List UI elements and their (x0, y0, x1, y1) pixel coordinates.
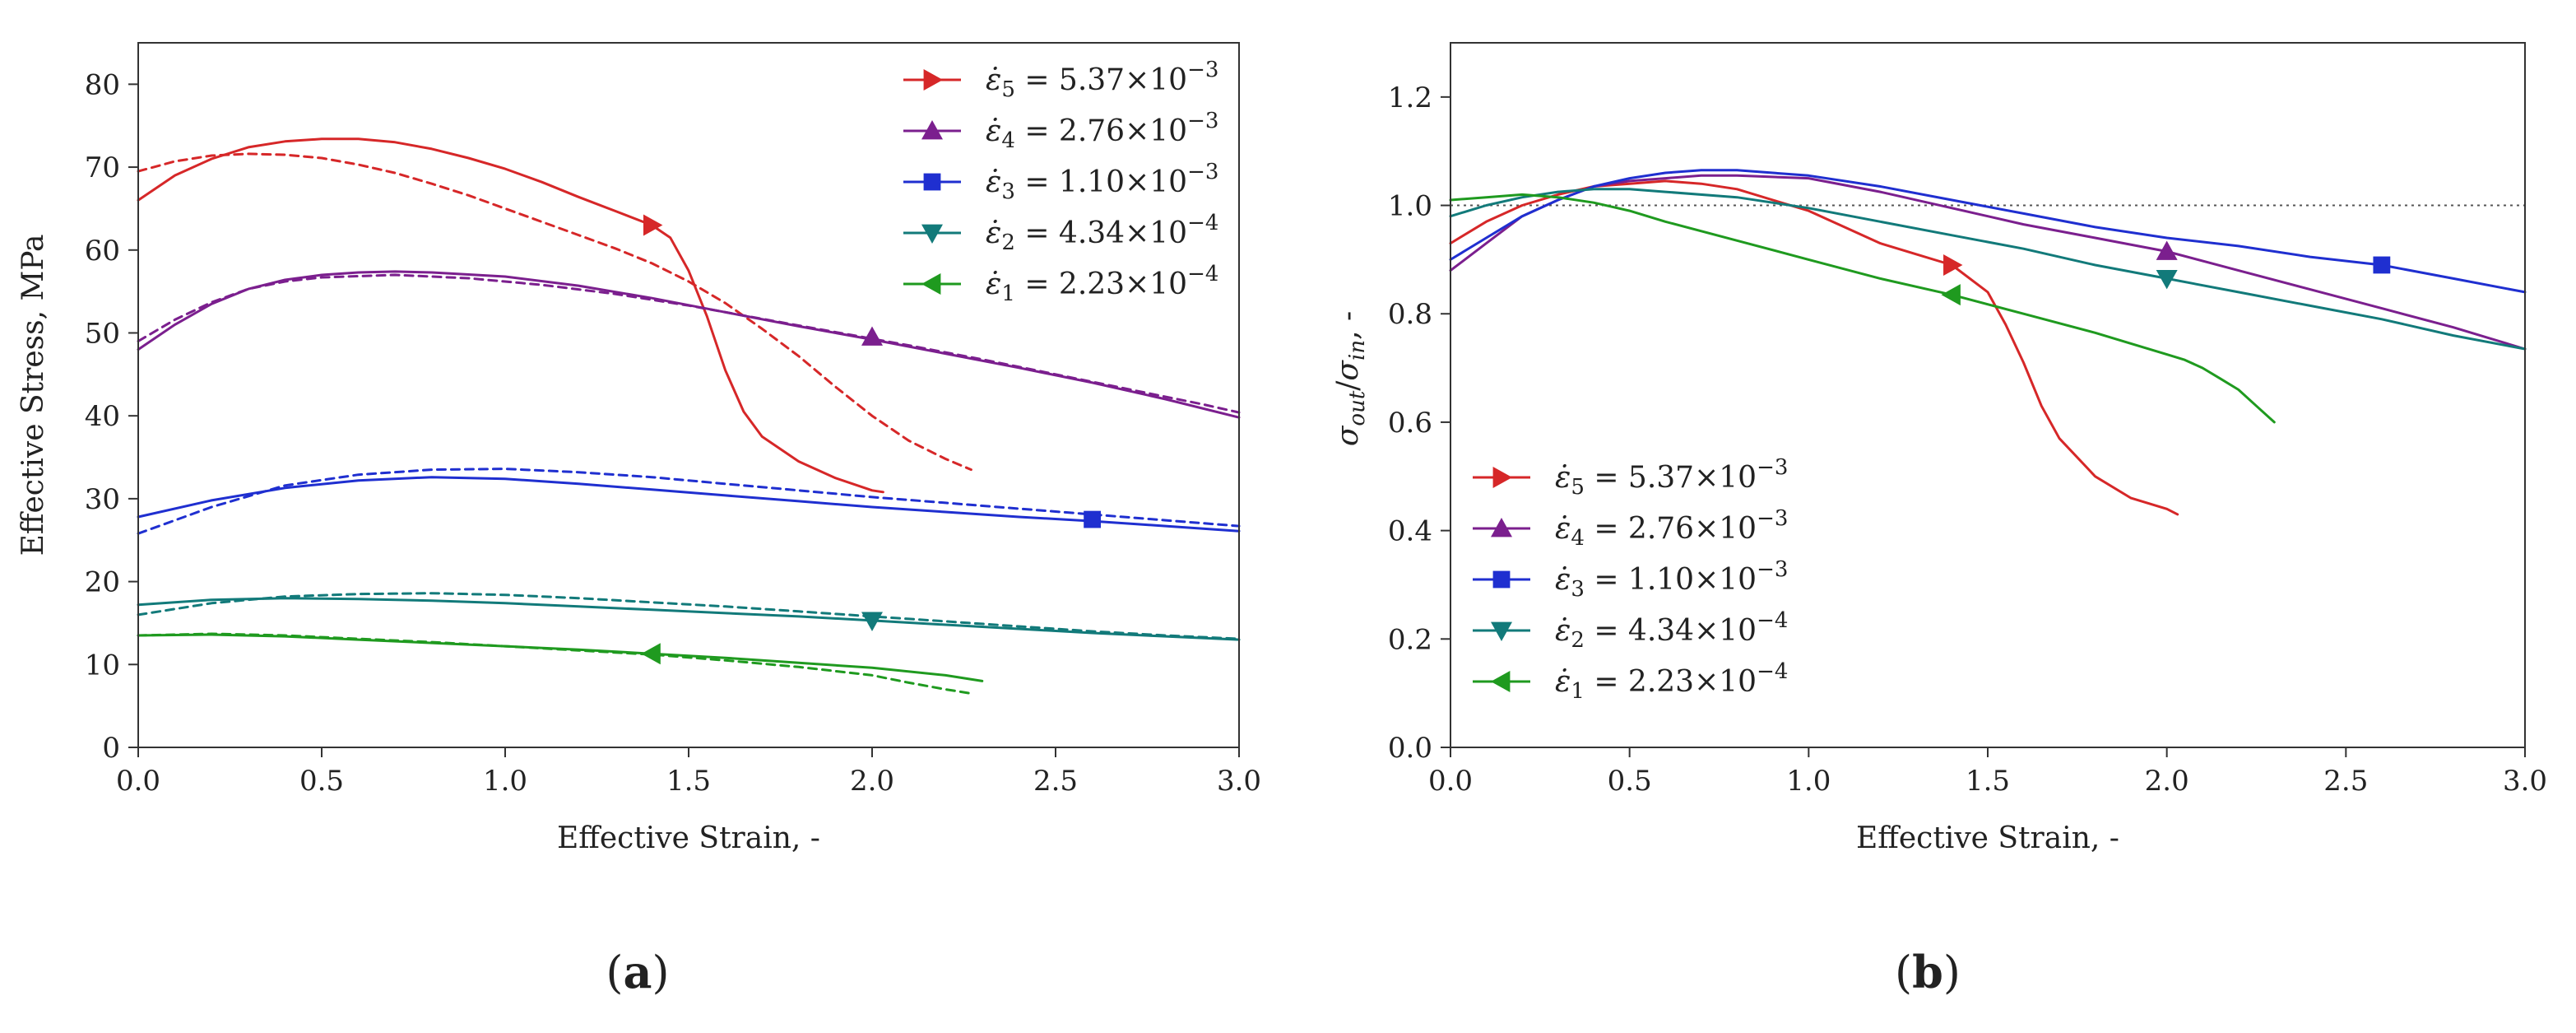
legend-marker-e1 (921, 273, 941, 295)
panel-a-markers (641, 214, 1101, 665)
y-tick-label: 60 (85, 235, 120, 268)
legend-item-e1: ε̇1 = 2.23×10−4 (1473, 659, 1788, 704)
series-line-e1-solid (1449, 193, 2276, 424)
legend-item-e4: ε̇4 = 2.76×10−3 (1473, 506, 1788, 551)
legend-item-e3: ε̇3 = 1.10×10−3 (1473, 557, 1788, 602)
series-line-e4-dashed (137, 273, 1241, 414)
series-marker-e2 (861, 612, 883, 631)
y-tick-label: 1.0 (1388, 190, 1432, 223)
panel-a-series (137, 137, 1241, 695)
y-tick-label: 70 (85, 151, 120, 184)
legend-label-e5: ε̇5 = 5.37×10−3 (1555, 455, 1788, 500)
legend-marker-e1 (1491, 671, 1511, 692)
legend-label-e1: ε̇1 = 2.23×10−4 (986, 262, 1218, 306)
y-tick-label: 1.2 (1388, 81, 1432, 114)
x-tick-label: 1.0 (1786, 765, 1831, 798)
legend-marker-e3 (923, 173, 941, 191)
x-tick-label: 3.0 (2503, 765, 2547, 798)
series-marker-e5 (643, 214, 663, 236)
legend-marker-e5 (923, 69, 943, 91)
y-tick-label: 40 (85, 400, 120, 433)
x-tick-label: 2.0 (850, 765, 894, 798)
x-tick-label: 0.0 (116, 765, 160, 798)
panel-a-y-axis-label: Effective Stress, MPa (16, 235, 50, 556)
panel-a-x-axis-label: Effective Strain, - (557, 821, 820, 855)
y-tick-label: 0.6 (1388, 407, 1432, 440)
y-tick-label: 10 (85, 649, 120, 682)
series-line-e3-dashed (137, 468, 1241, 535)
x-tick-label: 0.5 (1608, 765, 1652, 798)
legend-item-e2: ε̇2 = 4.34×10−4 (1473, 608, 1788, 653)
legend-item-e4: ε̇4 = 2.76×10−3 (903, 109, 1218, 153)
panel-b-legend: ε̇5 = 5.37×10−3 ε̇4 = 2.76×10−3 ε̇3 = 1.10… (1473, 455, 1788, 704)
series-marker-e5 (1943, 254, 1963, 276)
panel-b-x-axis-label: Effective Strain, - (1856, 821, 2119, 855)
series-line-e2-solid (1449, 188, 2527, 351)
panel-a: 0.0 0.5 1.0 1.5 2.0 2.5 3.0 0 10 20 30 40 50 60 70 80 E… (16, 42, 1261, 998)
y-tick-label: 20 (85, 566, 120, 599)
x-tick-label: 0.5 (299, 765, 344, 798)
y-tick-label: 50 (85, 317, 120, 350)
x-tick-label: 1.5 (666, 765, 711, 798)
panel-a-label: (a) (606, 946, 669, 998)
legend-label-e3: ε̇3 = 1.10×10−3 (1555, 557, 1788, 602)
y-tick-label: 0.0 (1388, 732, 1432, 765)
series-line-e3-solid (137, 476, 1241, 533)
legend-label-e5: ε̇5 = 5.37×10−3 (986, 58, 1218, 102)
series-marker-e2 (2156, 270, 2178, 290)
panel-a-ticks: 0.0 0.5 1.0 1.5 2.0 2.5 3.0 0 10 20 30 40 50 60 70 80 (85, 68, 1261, 798)
legend-label-e2: ε̇2 = 4.34×10−4 (986, 211, 1218, 255)
x-tick-label: 2.5 (1033, 765, 1078, 798)
panel-b-plot-frame (1450, 42, 2526, 748)
legend-marker-e4 (1491, 518, 1512, 537)
series-line-e5-dashed (137, 152, 972, 472)
series-marker-e4 (861, 326, 883, 346)
series-marker-e3 (1084, 510, 1101, 528)
series-line-e2-solid (137, 597, 1241, 641)
y-tick-label: 0.2 (1388, 623, 1432, 656)
panel-b-y-axis-label: σout/σin, - (1331, 311, 1370, 446)
panel-b-label: (b) (1895, 946, 1961, 998)
x-tick-label: 1.5 (1966, 765, 2010, 798)
legend-item-e5: ε̇5 = 5.37×10−3 (903, 58, 1218, 102)
x-tick-label: 2.0 (2145, 765, 2189, 798)
series-marker-e3 (2373, 256, 2391, 274)
legend-label-e4: ε̇4 = 2.76×10−3 (1555, 506, 1788, 551)
series-marker-e1 (641, 643, 661, 665)
legend-marker-e4 (921, 120, 943, 140)
legend-marker-e5 (1492, 467, 1512, 488)
legend-item-e2: ε̇2 = 4.34×10−4 (903, 211, 1218, 255)
series-line-e5-solid (137, 137, 884, 494)
panel-a-legend: ε̇5 = 5.37×10−3 ε̇4 = 2.76×10−3 ε̇3 = 1.10… (903, 58, 1218, 306)
legend-label-e3: ε̇3 = 1.10×10−3 (986, 160, 1218, 204)
panel-a-plot-frame (137, 42, 1240, 748)
series-marker-e1 (1941, 284, 1961, 306)
legend-item-e3: ε̇3 = 1.10×10−3 (903, 160, 1218, 204)
legend-marker-e3 (1492, 570, 1511, 589)
y-tick-label: 0 (102, 732, 120, 765)
series-line-e2-dashed (137, 592, 1241, 640)
y-tick-label: 80 (85, 68, 120, 101)
legend-label-e4: ε̇4 = 2.76×10−3 (986, 109, 1218, 153)
panel-b-markers (1941, 240, 2391, 306)
panel-b-ticks: 0.0 0.5 1.0 1.5 2.0 2.5 3.0 0.0 0.2 0.4 0.6 0.8 1.0 1… (1388, 81, 2547, 798)
x-tick-label: 0.0 (1428, 765, 1473, 798)
y-tick-label: 30 (85, 483, 120, 516)
series-line-e1-dashed (137, 632, 972, 695)
legend-item-e5: ε̇5 = 5.37×10−3 (1473, 455, 1788, 500)
legend-label-e1: ε̇1 = 2.23×10−4 (1555, 659, 1788, 704)
legend-marker-e2 (1491, 621, 1512, 641)
panel-b: 0.0 0.5 1.0 1.5 2.0 2.5 3.0 0.0 0.2 0.4 0.6 0.8 1.0 1… (1331, 42, 2547, 998)
y-tick-label: 0.8 (1388, 298, 1432, 331)
x-tick-label: 1.0 (483, 765, 527, 798)
legend-label-e2: ε̇2 = 4.34×10−4 (1555, 608, 1788, 653)
legend-marker-e2 (921, 224, 943, 244)
y-tick-label: 0.4 (1388, 515, 1432, 548)
series-marker-e4 (2156, 240, 2178, 260)
legend-item-e1: ε̇1 = 2.23×10−4 (903, 262, 1218, 306)
x-tick-label: 2.5 (2323, 765, 2368, 798)
x-tick-label: 3.0 (1217, 765, 1261, 798)
